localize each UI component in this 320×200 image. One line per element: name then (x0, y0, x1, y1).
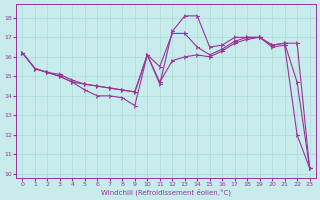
X-axis label: Windchill (Refroidissement éolien,°C): Windchill (Refroidissement éolien,°C) (101, 188, 231, 196)
